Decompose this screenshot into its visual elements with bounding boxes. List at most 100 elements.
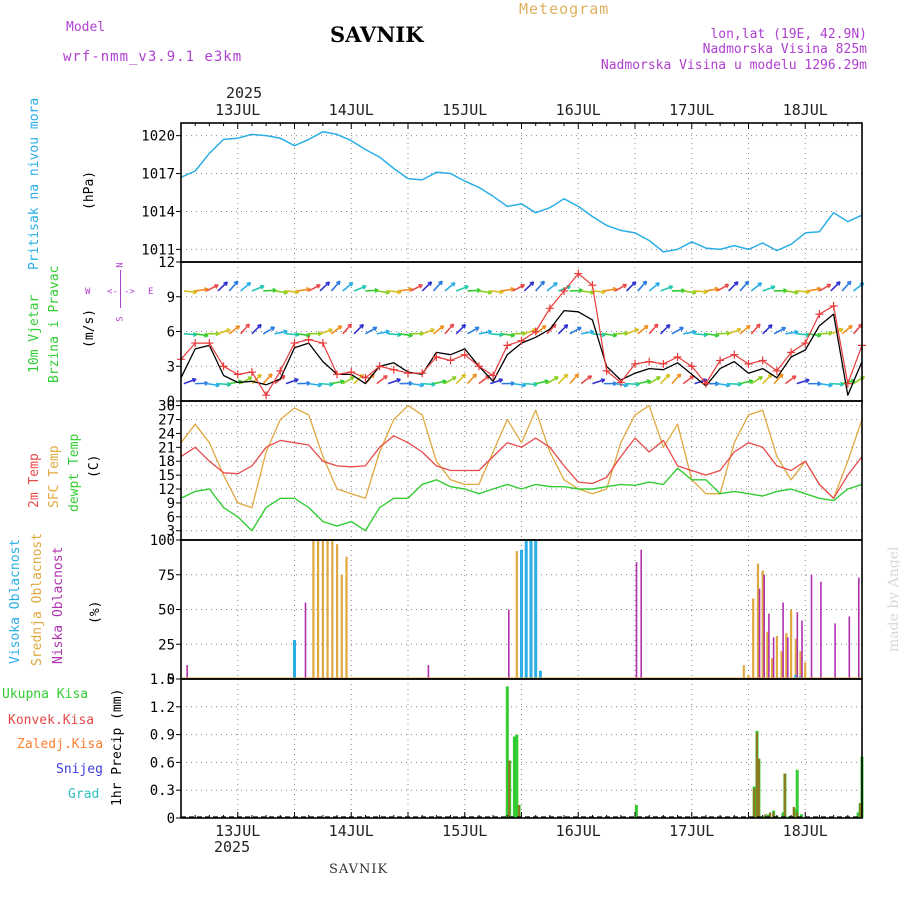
- temp-ytick-label-3: 3: [167, 524, 175, 540]
- wind-arrow-head: [283, 289, 288, 295]
- wind-arrow-shaft: [603, 288, 617, 292]
- wind-gust-marker-27: [560, 286, 569, 295]
- wind-arrow-shaft: [546, 376, 559, 385]
- temp2m-line: [180, 435, 863, 499]
- wind-arrow-head: [612, 286, 618, 292]
- low-cloud-bar-17: [848, 616, 851, 679]
- wind-arrow-head: [510, 332, 515, 338]
- low-cloud-bar-12: [796, 612, 799, 679]
- wind-arrow-head: [257, 373, 262, 379]
- wind-arrow-shaft: [455, 373, 466, 385]
- cloud-unit: (%): [88, 600, 103, 624]
- wind-arrow-shaft: [796, 379, 810, 385]
- wind-arrow-shaft: [183, 333, 197, 336]
- wind-arrow-head: [214, 284, 219, 289]
- wind-arrow-shaft: [228, 280, 239, 292]
- wind-arrow-head: [438, 280, 443, 286]
- mid-cloud-bar-12: [747, 674, 750, 679]
- wind-arrow-shaft: [365, 289, 379, 292]
- wind-gust-marker-36: [687, 362, 696, 371]
- wind-arrow-shaft: [784, 375, 797, 385]
- legend-hail: Grad: [68, 787, 100, 802]
- precip-ytick-label-0.9: 0.9: [150, 728, 175, 744]
- wind-arrow-shaft: [342, 323, 353, 335]
- wind-arrow-shaft: [274, 330, 288, 335]
- wind-arrow-shaft: [466, 373, 477, 385]
- wind-arrow-head: [408, 332, 413, 338]
- wind-arrow-head: [191, 377, 197, 383]
- wind-gust-marker-35: [673, 352, 682, 361]
- total-rain-bar-13: [781, 812, 785, 818]
- wind-arrow-shaft: [535, 380, 549, 385]
- high-cloud-bar-1: [520, 549, 523, 679]
- wind-arrow-shaft: [285, 378, 299, 385]
- legend-frozen-rain: Zaledj.Kisa: [17, 737, 104, 752]
- wind-arrow-head: [848, 324, 853, 330]
- wind-arrow-shaft: [694, 333, 708, 336]
- year-label-top: 2025: [226, 84, 263, 102]
- wind-arrow-shaft: [683, 290, 697, 294]
- wind-arrow-shaft: [557, 324, 569, 335]
- wind-arrow-head: [427, 281, 433, 286]
- wind-gust-marker-11: [333, 370, 342, 379]
- wind-arrow-head: [223, 281, 228, 287]
- wind-arrow-shaft: [217, 382, 231, 386]
- wind-gust-marker-42: [772, 366, 781, 375]
- mid-cloud-bar-22: [794, 638, 797, 679]
- wind-arrow-shaft: [274, 290, 288, 294]
- wind-arrow-shaft: [580, 330, 595, 335]
- wind-arrow-head: [679, 326, 684, 332]
- temp-ytick-label-21: 21: [158, 440, 175, 456]
- wind-arrow-shaft: [432, 280, 443, 292]
- wind-arrow-shaft: [297, 333, 311, 337]
- mid-cloud-bar-20: [785, 633, 788, 679]
- wind-arrow-head: [714, 332, 720, 338]
- wind-arrow-shaft: [614, 283, 627, 292]
- year-label-bottom: 2025: [214, 838, 251, 856]
- wind-arrow-shaft: [399, 288, 413, 292]
- wind-arrow-shaft: [682, 375, 695, 385]
- wind-gust-marker-34: [659, 359, 668, 368]
- wind-arrow-head: [703, 289, 708, 295]
- compass-rose: N W <- -> E S: [82, 256, 154, 326]
- wind-arrow-shaft: [444, 376, 457, 385]
- day-label-bottom-5: 18JUL: [783, 822, 828, 840]
- cloud-ytick-label-50: 50: [158, 603, 175, 619]
- wind-arrow-shaft: [444, 282, 456, 292]
- wind-arrow-head: [461, 323, 467, 329]
- wind-arrow-head: [622, 283, 628, 289]
- wind-arrow-head: [246, 281, 252, 287]
- wind-arrow-head: [554, 376, 559, 381]
- wind-arrow-head: [233, 280, 239, 286]
- wind-arrow-shaft: [773, 373, 784, 385]
- wind-arrow-head: [294, 378, 299, 383]
- low-cloud-bar-5: [640, 549, 642, 679]
- wind-arrow-head: [631, 281, 637, 286]
- wind-arrow-shaft: [467, 289, 481, 292]
- cloud-ytick-label-75: 75: [158, 568, 175, 584]
- wind-arrow-shaft: [728, 382, 742, 386]
- wind-arrow-shaft: [285, 290, 300, 294]
- wind-arrow-shaft: [626, 328, 639, 335]
- wind-arrow-shaft: [716, 283, 729, 292]
- pressure-ylabel: Pritisak na nivou mora: [27, 97, 42, 270]
- wind-arrow-head: [464, 285, 469, 290]
- low-cloud-bar-1: [304, 602, 307, 679]
- mid-cloud-bar-18: [775, 635, 778, 679]
- wind-gust-marker-26: [545, 304, 554, 313]
- wind-arrow-head: [340, 379, 345, 385]
- wind-arrow-head: [589, 329, 595, 335]
- low-cloud-bar-16: [834, 623, 836, 679]
- wind-arrow-shaft: [705, 333, 719, 337]
- wind-arrow-head: [418, 284, 423, 289]
- compass-e: E: [148, 287, 154, 297]
- precip-ytick-label-1.5: 1.5: [150, 672, 175, 688]
- wind-arrow-shaft: [785, 290, 799, 294]
- mid-cloud-bar-6: [340, 574, 343, 680]
- wind-arrow-head: [665, 324, 671, 329]
- mid-cloud-bar-8: [515, 551, 518, 679]
- wind-arrow-head: [838, 327, 844, 333]
- wind-arrow-head: [474, 326, 480, 332]
- wind-gust-marker-1: [191, 339, 200, 348]
- wind-arrow-shaft: [331, 380, 345, 385]
